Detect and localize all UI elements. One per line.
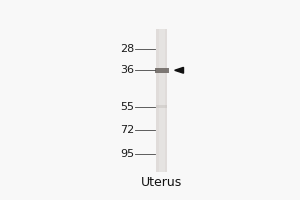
Bar <box>156 105 167 108</box>
Polygon shape <box>175 67 184 73</box>
Text: 95: 95 <box>120 149 134 159</box>
Text: 72: 72 <box>120 125 134 135</box>
Bar <box>156 29 167 172</box>
Text: 28: 28 <box>120 44 134 54</box>
Text: Uterus: Uterus <box>141 176 182 189</box>
Text: 36: 36 <box>120 65 134 75</box>
Text: 55: 55 <box>120 102 134 112</box>
Bar <box>155 68 169 73</box>
Bar <box>159 29 165 172</box>
